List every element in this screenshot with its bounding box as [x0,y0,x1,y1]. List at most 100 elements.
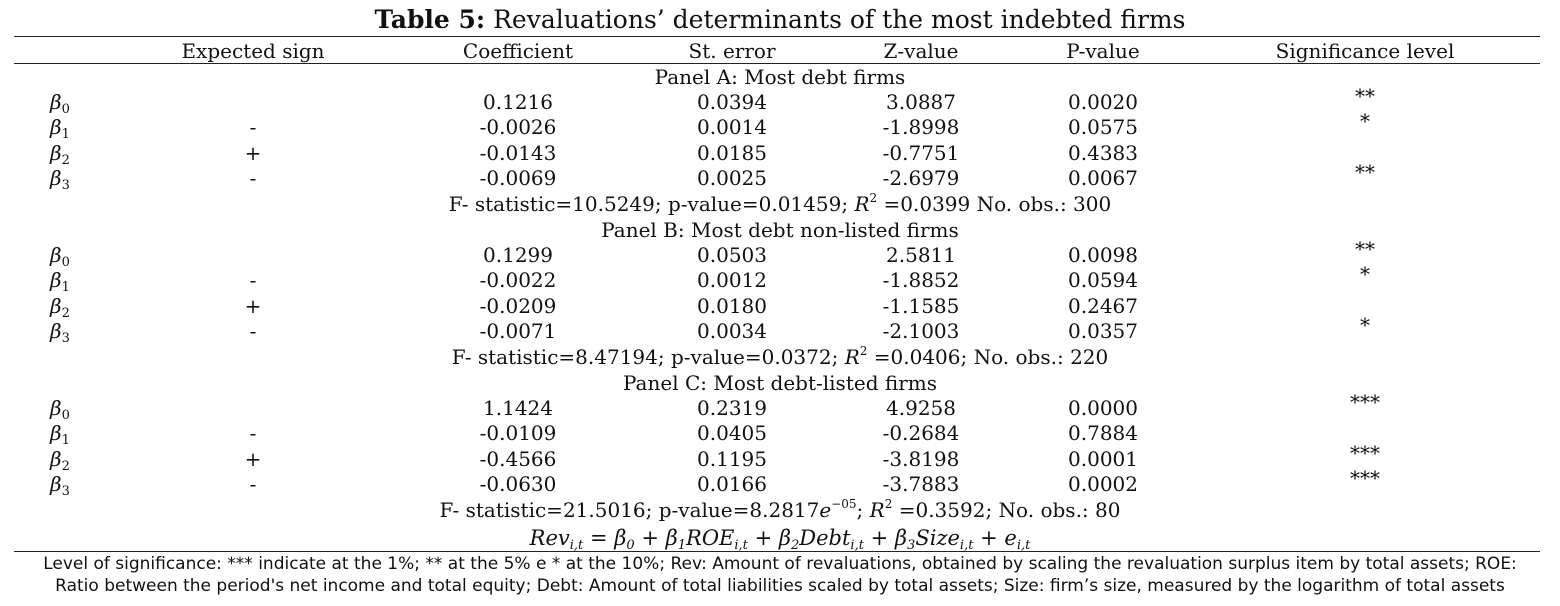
p-value-cell: 0.0067 [1068,166,1138,190]
header-significance-level: Significance level [1275,39,1455,63]
z-value-cell: -1.8998 [882,115,960,139]
z-value-cell: 4.9258 [886,396,956,420]
significance-cell: *** [1350,466,1380,490]
coefficient-symbol: β2 [50,294,70,321]
table-row: β2 + -0.4566 0.1195 -3.8198 0.0001 *** [0,441,1560,474]
p-value-cell: 0.7884 [1068,421,1138,445]
panel-b-label: Panel B: Most debt non-listed firms [601,218,959,242]
expected-sign-cell: - [249,268,257,292]
coefficient-symbol: β1 [50,421,70,448]
coefficient-cell: -0.0109 [479,421,557,445]
coefficient-cell: -0.0630 [479,472,557,496]
st-error-cell: 0.0014 [697,115,767,139]
expected-sign-cell: - [249,115,257,139]
table-title: Table 5: Revaluations’ determinants of t… [0,4,1560,36]
st-error-cell: 0.0394 [697,90,767,114]
coefficient-cell: -0.0022 [479,268,557,292]
coefficient-symbol: β1 [50,268,70,295]
table-row: β3 - -0.0071 0.0034 -2.1003 0.0357 * [0,313,1560,346]
table-row: β1 - -0.0026 0.0014 -1.8998 0.0575 * [0,109,1560,141]
coefficient-cell: 0.1216 [483,90,553,114]
z-value-cell: -0.7751 [882,141,960,165]
coefficient-symbol: β0 [50,90,70,117]
p-value-cell: 0.0020 [1068,90,1138,114]
expected-sign-cell: + [244,294,262,318]
coefficient-symbol: β2 [50,141,70,168]
significance-cell: * [1360,109,1370,133]
coefficient-symbol: β3 [50,319,70,346]
table-caption: Revaluations’ determinants of the most i… [485,5,1186,34]
table-row: β0 0.1216 0.0394 3.0887 0.0020 ** [0,84,1560,117]
bottom-rule [14,551,1540,552]
coefficient-cell: -0.4566 [479,447,557,471]
p-value-cell: 0.0000 [1068,396,1138,420]
significance-cell: ** [1355,84,1375,108]
expected-sign-cell: - [249,421,257,445]
table-row: β2 + -0.0209 0.0180 -1.1585 0.2467 [0,293,1560,321]
p-value-cell: 0.0357 [1068,319,1138,343]
significance-cell: ** [1355,160,1375,184]
regression-equation: Revi,t = β0 + β1ROEi,t + β2Debti,t + β3S… [529,526,1031,553]
table-footnote: Level of significance: *** indicate at t… [0,553,1560,597]
table-row: β1 - -0.0109 0.0405 -0.2684 0.7884 [0,420,1560,448]
footnote-line-1: Level of significance: *** indicate at t… [43,554,1517,574]
st-error-cell: 0.0405 [697,421,767,445]
p-value-cell: 0.0002 [1068,472,1138,496]
p-value-cell: 0.0098 [1068,243,1138,267]
panel-a-statistics: F- statistic=10.5249; p-value=0.01459; R… [448,191,1112,216]
significance-cell: * [1360,262,1370,286]
significance-cell: *** [1350,390,1380,414]
z-value-cell: -2.6979 [882,166,960,190]
table-number: Table 5: [374,5,486,34]
header-p-value: P-value [1066,39,1140,63]
z-value-cell: -0.2684 [882,421,960,445]
z-value-cell: -1.8852 [882,268,960,292]
header-expected-sign: Expected sign [181,39,325,63]
p-value-cell: 0.0001 [1068,447,1138,471]
expected-sign-cell: - [249,166,257,190]
st-error-cell: 0.1195 [697,447,767,471]
table-row: β3 - -0.0630 0.0166 -3.7883 0.0002 *** [0,466,1560,498]
st-error-cell: 0.2319 [697,396,767,420]
significance-cell: ** [1355,237,1375,261]
panel-b-statistics: F- statistic=8.47194; p-value=0.0372; R2… [451,344,1109,369]
expected-sign-cell: - [249,472,257,496]
st-error-cell: 0.0185 [697,141,767,165]
top-rule [14,36,1540,37]
footnote-line-2: Ratio between the period's net income an… [55,576,1505,596]
coefficient-cell: -0.0026 [479,115,557,139]
z-value-cell: -1.1585 [882,294,960,318]
table-row: β0 1.1424 0.2319 4.9258 0.0000 *** [0,390,1560,423]
st-error-cell: 0.0503 [697,243,767,267]
coefficient-cell: 0.1299 [483,243,553,267]
panel-a-label: Panel A: Most debt firms [654,65,906,89]
panel-c-statistics: F- statistic=21.5016; p-value=8.2817e−05… [439,497,1121,522]
expected-sign-cell: + [244,141,262,165]
st-error-cell: 0.0025 [697,166,767,190]
header-row: Expected sign Coefficient St. error Z-va… [0,38,1560,64]
z-value-cell: 2.5811 [886,243,956,267]
coefficient-cell: -0.0069 [479,166,557,190]
z-value-cell: -3.7883 [882,472,960,496]
header-z-value: Z-value [883,39,959,63]
coefficient-symbol: β0 [50,396,70,423]
coefficient-symbol: β2 [50,447,70,474]
significance-cell: *** [1350,441,1380,465]
coefficient-symbol: β0 [50,243,70,270]
st-error-cell: 0.0034 [697,319,767,343]
z-value-cell: -3.8198 [882,447,960,471]
z-value-cell: -2.1003 [882,319,960,343]
expected-sign-cell: + [244,447,262,471]
table-row: β0 0.1299 0.0503 2.5811 0.0098 ** [0,237,1560,270]
header-rule [14,63,1540,64]
st-error-cell: 0.0012 [697,268,767,292]
header-st-error: St. error [688,39,776,63]
table-row: β2 + -0.0143 0.0185 -0.7751 0.4383 [0,140,1560,168]
header-coefficient: Coefficient [462,39,574,63]
p-value-cell: 0.4383 [1068,141,1138,165]
panel-c-label: Panel C: Most debt-listed firms [623,371,937,395]
coefficient-symbol: β3 [50,166,70,193]
p-value-cell: 0.2467 [1068,294,1138,318]
coefficient-cell: 1.1424 [483,396,553,420]
z-value-cell: 3.0887 [886,90,956,114]
